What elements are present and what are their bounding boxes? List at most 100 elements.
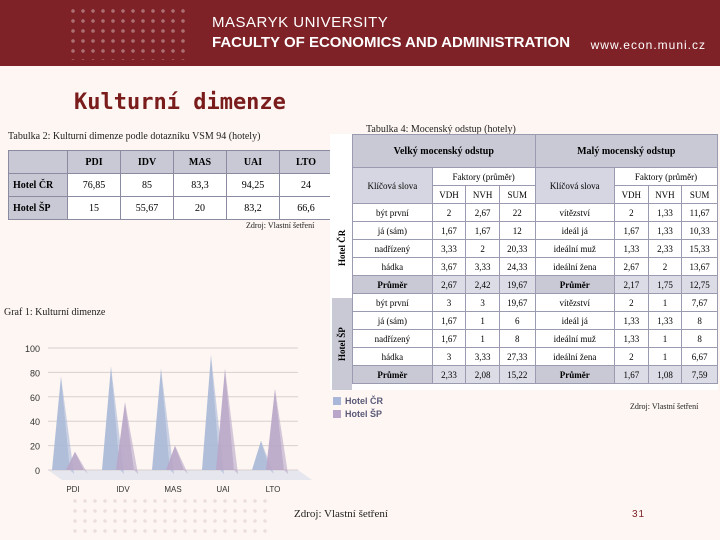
x-tick-label: PDI bbox=[66, 485, 79, 494]
table4-cell: 8 bbox=[498, 329, 536, 348]
table4-keyword: vítězství bbox=[534, 203, 616, 222]
table4-row: já (sám) 1,67 1,67 12 ideál já 1,67 1,33 10,33 bbox=[352, 221, 718, 240]
table4-source: Zdroj: Vlastní šetření bbox=[630, 402, 699, 411]
table4-cell: 1,67 bbox=[614, 221, 649, 240]
table2-row-label: Hotel ČR bbox=[8, 173, 68, 197]
table4-cell: 3,33 bbox=[465, 257, 500, 276]
table4-cell: 1,33 bbox=[614, 311, 649, 330]
table4-keyword: vítězství bbox=[534, 293, 616, 312]
table2-cell: 20 bbox=[173, 196, 227, 220]
table4-cell: 8 bbox=[681, 311, 718, 330]
table4-cell: 2,33 bbox=[647, 239, 683, 258]
table4-cell: 1 bbox=[647, 329, 683, 348]
chart-source: Zdroj: Vlastní šetření bbox=[294, 508, 388, 520]
table4-keyword: já (sám) bbox=[352, 221, 433, 240]
table4-factors-header: Faktory (průměr) bbox=[614, 167, 718, 186]
website-url[interactable]: www.econ.muni.cz bbox=[590, 38, 706, 52]
table4-cell: 11,67 bbox=[681, 203, 718, 222]
table4-cell: 2 bbox=[431, 203, 467, 222]
table4-keyword: ideální muž bbox=[534, 329, 616, 348]
chart-peak-hotel-sp bbox=[66, 451, 84, 470]
table4-keyword-header: Klíčová slova bbox=[352, 167, 433, 204]
chart-peak-hotel-cr bbox=[252, 440, 270, 470]
table4-cell: 1,33 bbox=[647, 221, 683, 240]
table2-header: MAS bbox=[173, 150, 227, 174]
table4-cell: 3 bbox=[431, 347, 467, 366]
table4-cell: 3,33 bbox=[465, 347, 500, 366]
table4-keyword: hádka bbox=[352, 347, 433, 366]
footer-dot-pattern bbox=[70, 496, 270, 536]
table4-keyword: být první bbox=[352, 203, 433, 222]
table4-cell: 15,33 bbox=[681, 239, 718, 258]
table4-cell: 8 bbox=[681, 329, 718, 348]
chart-peak-hotel-sp bbox=[216, 368, 234, 470]
x-tick-label: UAI bbox=[216, 485, 229, 494]
table4-row: Průměr 2,33 2,08 15,22 Průměr 1,67 1,08 7,59 bbox=[352, 365, 718, 384]
table4-row: já (sám) 1,67 1 6 ideál já 1,33 1,33 8 bbox=[352, 311, 718, 330]
legend-item: Hotel ŠP bbox=[333, 409, 383, 419]
table2-header: PDI bbox=[67, 150, 121, 174]
table4-cell: 1,67 bbox=[431, 329, 467, 348]
table2-cell: 15 bbox=[67, 196, 121, 220]
table4-cell: 1,08 bbox=[647, 365, 683, 384]
table4-keyword: hádka bbox=[352, 257, 433, 276]
table2-header: LTO bbox=[279, 150, 333, 174]
table4-factor-row: Klíčová slova Faktory (průměr) Klíčová s… bbox=[352, 167, 718, 204]
table4-cell: 6,67 bbox=[681, 347, 718, 366]
x-tick-label: IDV bbox=[116, 485, 130, 494]
y-tick-label: 100 bbox=[25, 344, 40, 354]
table4-subheader: NVH bbox=[465, 185, 500, 204]
chart-peak-hotel-sp bbox=[266, 388, 284, 470]
table4-cell: 3 bbox=[465, 293, 500, 312]
chart-peak-hotel-cr bbox=[52, 376, 70, 470]
table4-cell: 7,59 bbox=[681, 365, 718, 384]
table4-subheader: VDH bbox=[614, 185, 649, 204]
table4-cell: 6 bbox=[498, 311, 536, 330]
table4-cell: 1,67 bbox=[465, 221, 500, 240]
table2-cell: 85 bbox=[120, 173, 174, 197]
table4-cell: 7,67 bbox=[681, 293, 718, 312]
y-tick-label: 40 bbox=[30, 417, 40, 427]
table4-subheader: VDH bbox=[431, 185, 467, 204]
table4-cell: 20,33 bbox=[498, 239, 536, 258]
table4-caption: Tabulka 4: Mocenský odstup (hotely) bbox=[366, 124, 516, 135]
header-bar: MASARYK UNIVERSITY FACULTY OF ECONOMICS … bbox=[0, 0, 720, 66]
table4-row: nadřízený 3,33 2 20,33 ideální muž 1,33 2,33 15… bbox=[352, 239, 718, 258]
x-tick-label: LTO bbox=[266, 485, 281, 494]
university-name: MASARYK UNIVERSITY bbox=[212, 14, 389, 31]
legend-label: Hotel ŠP bbox=[345, 409, 383, 419]
table4-cell: 12,75 bbox=[681, 275, 718, 294]
faculty-name: FACULTY OF ECONOMICS AND ADMINISTRATION bbox=[212, 34, 571, 51]
chart-peak-shadow bbox=[125, 402, 138, 474]
chart-peak-hotel-cr bbox=[202, 355, 220, 470]
table4-cell: 13,67 bbox=[681, 257, 718, 276]
table4-keyword: Průměr bbox=[352, 365, 433, 384]
table4-cell: 2,67 bbox=[465, 203, 500, 222]
table4-group-header: Malý mocenský odstup bbox=[534, 134, 719, 168]
y-tick-label: 0 bbox=[35, 466, 40, 476]
table4-row: nadřízený 1,67 1 8 ideální muž 1,33 1 8 bbox=[352, 329, 718, 348]
table4-cell: 2,67 bbox=[614, 257, 649, 276]
table4-cell: 15,22 bbox=[498, 365, 536, 384]
table4-cell: 2,17 bbox=[614, 275, 649, 294]
table4-cell: 24,33 bbox=[498, 257, 536, 276]
table4-cell: 1,75 bbox=[647, 275, 683, 294]
table4-cell: 1 bbox=[647, 347, 683, 366]
table4-keyword: Průměr bbox=[534, 275, 616, 294]
table4-cell: 2 bbox=[614, 203, 649, 222]
table4-cell: 1,33 bbox=[647, 203, 683, 222]
table4-cell: 1,67 bbox=[431, 221, 467, 240]
table4-cell: 2 bbox=[614, 347, 649, 366]
table2-cell: 66,6 bbox=[279, 196, 333, 220]
table2-cell: 55,67 bbox=[120, 196, 174, 220]
table4-keyword: ideální žena bbox=[534, 347, 616, 366]
table4-row: být první 2 2,67 22 vítězství 2 1,33 11,67 bbox=[352, 203, 718, 222]
legend-swatch bbox=[333, 410, 341, 418]
chart-peak-shadow bbox=[275, 388, 288, 474]
y-tick-label: 20 bbox=[30, 442, 40, 452]
table2-row-label: Hotel ŠP bbox=[8, 196, 68, 220]
table4-keyword: Průměr bbox=[534, 365, 616, 384]
chart-peak-shadow bbox=[61, 376, 74, 474]
table4-subheader: SUM bbox=[498, 185, 536, 204]
chart-peak-hotel-cr bbox=[102, 366, 120, 470]
